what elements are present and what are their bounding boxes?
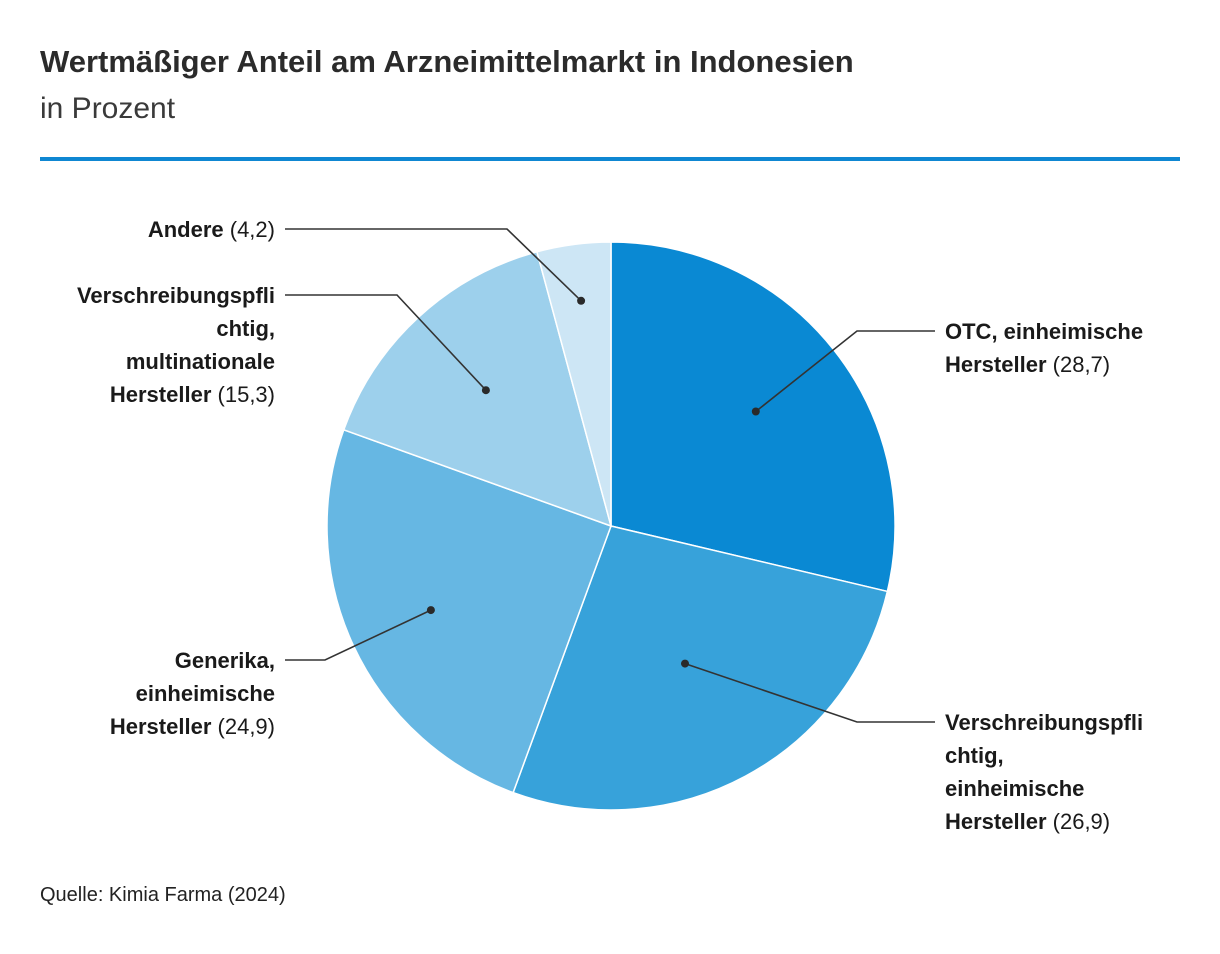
chart-title: Wertmäßiger Anteil am Arzneimittelmarkt … — [40, 44, 854, 79]
chart-subtitle: in Prozent — [40, 92, 176, 125]
title-rule — [40, 157, 1180, 161]
leader-dot-rx-einheimisch — [681, 659, 689, 668]
leader-dot-generika — [426, 606, 435, 615]
leader-dot-otc-einheimisch — [751, 407, 760, 416]
slice-label-generika: Generika, einheimische Hersteller (24,9) — [109, 648, 275, 739]
leader-line-rx-einheimisch — [684, 662, 935, 723]
leader-line-andere — [285, 228, 582, 302]
slice-label-otc-einheimisch: OTC, einheimische Hersteller (28,7) — [945, 319, 1144, 377]
slice-label-rx-einheimisch: Verschreibungspfli chtig, einheimische H… — [945, 710, 1144, 834]
slice-label-rx-multinational: Verschreibungspfli chtig, multinationale… — [76, 283, 275, 407]
leader-dot-rx-multinational — [481, 386, 490, 395]
source-note: Quelle: Kimia Farma (2024) — [40, 884, 286, 906]
leader-line-rx-multinational — [285, 294, 487, 391]
leader-line-generika — [285, 609, 432, 661]
leader-dot-andere — [577, 296, 586, 305]
slice-label-andere: Andere (4,2) — [147, 217, 275, 242]
leader-line-otc-einheimisch — [755, 330, 935, 413]
pie-slice-andere — [536, 241, 612, 527]
